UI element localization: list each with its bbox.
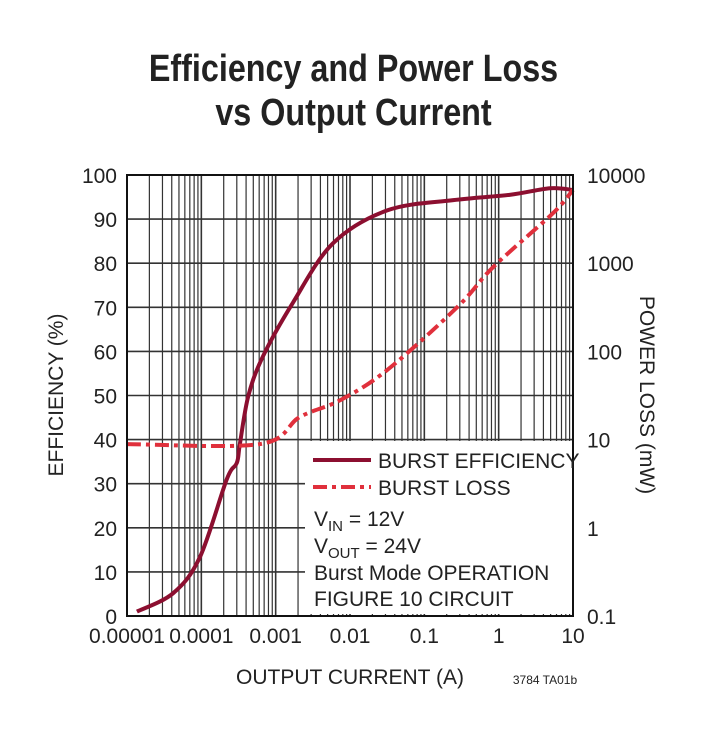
annotation-vout: VOUT = 24V <box>314 535 421 562</box>
y-tick-label: 0 <box>105 606 117 629</box>
y2-tick-label: 10000 <box>587 165 645 188</box>
y2-tick-label: 10 <box>587 430 610 453</box>
y-axis-label: EFFICIENCY (%) <box>45 314 68 477</box>
y-tick-label: 90 <box>94 209 117 232</box>
y-tick-label: 60 <box>94 341 117 364</box>
x-tick-label: 0.0001 <box>169 625 233 648</box>
legend-loss-label: BURST LOSS <box>378 477 511 500</box>
y-tick-label: 100 <box>82 165 117 188</box>
y2-tick-label: 0.1 <box>587 606 616 629</box>
legend-efficiency-label: BURST EFFICIENCY <box>378 450 579 473</box>
y2-axis-label: POWER LOSS (mW) <box>635 296 658 494</box>
series-burst-loss <box>126 188 575 449</box>
annotation-vin: VIN = 12V <box>314 508 404 535</box>
x-tick-label: 0.001 <box>249 625 302 648</box>
annotation-mode: Burst Mode OPERATION <box>314 562 549 585</box>
y-tick-label: 50 <box>94 386 117 409</box>
x-tick-label: 1 <box>493 625 505 648</box>
y-tick-label: 70 <box>94 297 117 320</box>
y2-tick-label: 1 <box>587 518 599 541</box>
x-tick-label: 0.1 <box>410 625 439 648</box>
y-tick-label: 40 <box>94 430 117 453</box>
y-tick-label: 30 <box>94 474 117 497</box>
x-tick-label: 0.00001 <box>89 625 165 648</box>
y2-tick-label: 100 <box>587 341 622 364</box>
annotation-circuit: FIGURE 10 CIRCUIT <box>314 588 514 611</box>
y-tick-label: 80 <box>94 253 117 276</box>
legend-box <box>305 441 572 614</box>
chart-title-line1: Efficiency and Power Loss <box>148 48 559 90</box>
y2-tick-label: 1000 <box>587 253 634 276</box>
x-axis-label: OUTPUT CURRENT (A) <box>236 666 464 689</box>
series-burst-efficiency <box>136 186 574 614</box>
tick-labels: 0.00001 0.0001 0.001 0.01 0.1 1 10010203040506… <box>82 165 645 648</box>
footnote: 3784 TA01b <box>513 673 578 687</box>
y-tick-label: 20 <box>94 518 117 541</box>
series-layer <box>126 186 575 614</box>
legend: BURST EFFICIENCY BURST LOSS VIN = 12V VO… <box>313 450 579 611</box>
y-tick-label: 10 <box>94 562 117 585</box>
chart-title-line2: vs Output Current <box>215 92 492 134</box>
x-tick-label: 0.01 <box>330 625 371 648</box>
plot-frame <box>126 174 574 617</box>
x-tick-label: 10 <box>561 625 584 648</box>
